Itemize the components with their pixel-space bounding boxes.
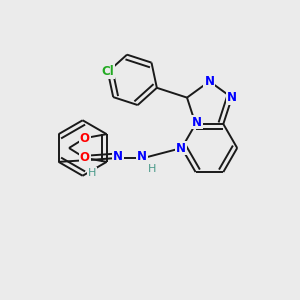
Text: O: O — [80, 152, 90, 164]
Text: N: N — [176, 142, 186, 154]
Text: N: N — [204, 75, 214, 88]
Text: H: H — [88, 168, 97, 178]
Text: H: H — [148, 164, 156, 174]
Text: N: N — [227, 91, 237, 104]
Text: N: N — [113, 150, 123, 164]
Text: Cl: Cl — [101, 65, 114, 78]
Text: O: O — [80, 132, 90, 145]
Text: N: N — [137, 150, 147, 164]
Text: N: N — [192, 116, 202, 128]
